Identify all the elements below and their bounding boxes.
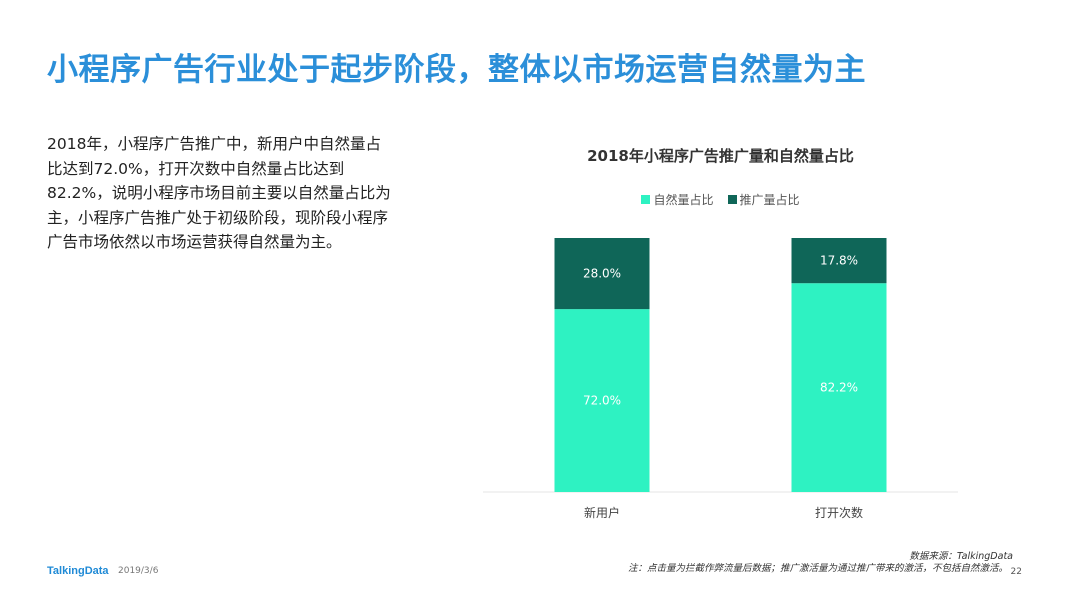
data-label-natural-1: 72.0%	[583, 394, 621, 408]
chart-title: 2018年小程序广告推广量和自然量占比	[587, 147, 854, 165]
legend-item-promoted: 推广量占比	[727, 191, 800, 208]
page-number: 22	[1010, 567, 1022, 577]
data-label-natural-2: 82.2%	[820, 381, 858, 395]
chart-legend: 自然量占比 推广量占比	[483, 191, 958, 208]
x-tick-label-1: 新用户	[584, 505, 620, 520]
slide-title: 小程序广告行业处于起步阶段，整体以市场运营自然量为主	[47, 52, 866, 88]
legend-swatch-promoted	[727, 195, 737, 204]
data-label-promoted-2: 17.8%	[820, 254, 858, 268]
footnote: 注：点击量为拦截作弊流量后数据；推广激活量为通过推广带来的激活，不包括自然激活。	[627, 563, 1008, 574]
bar-segment-promoted-2	[791, 238, 887, 284]
legend-item-natural: 自然量占比	[641, 191, 714, 208]
footer-date: 2019/3/6	[118, 566, 159, 576]
bar-segment-natural-2	[791, 283, 887, 492]
legend-swatch-natural	[641, 195, 651, 204]
talkingdata-logo: TalkingData	[47, 565, 109, 577]
bar-segment-natural-1	[554, 309, 650, 492]
bar-segment-promoted-1	[554, 238, 650, 310]
body-paragraph: 2018年，小程序广告推广中，新用户中自然量占比达到72.0%，打开次数中自然量…	[47, 135, 391, 251]
legend-label-natural: 自然量占比	[653, 193, 714, 207]
data-label-promoted-1: 28.0%	[583, 267, 621, 281]
legend-label-promoted: 推广量占比	[739, 193, 800, 207]
x-tick-label-2: 打开次数	[815, 505, 863, 520]
data-source: 数据来源：TalkingData	[909, 551, 1013, 562]
